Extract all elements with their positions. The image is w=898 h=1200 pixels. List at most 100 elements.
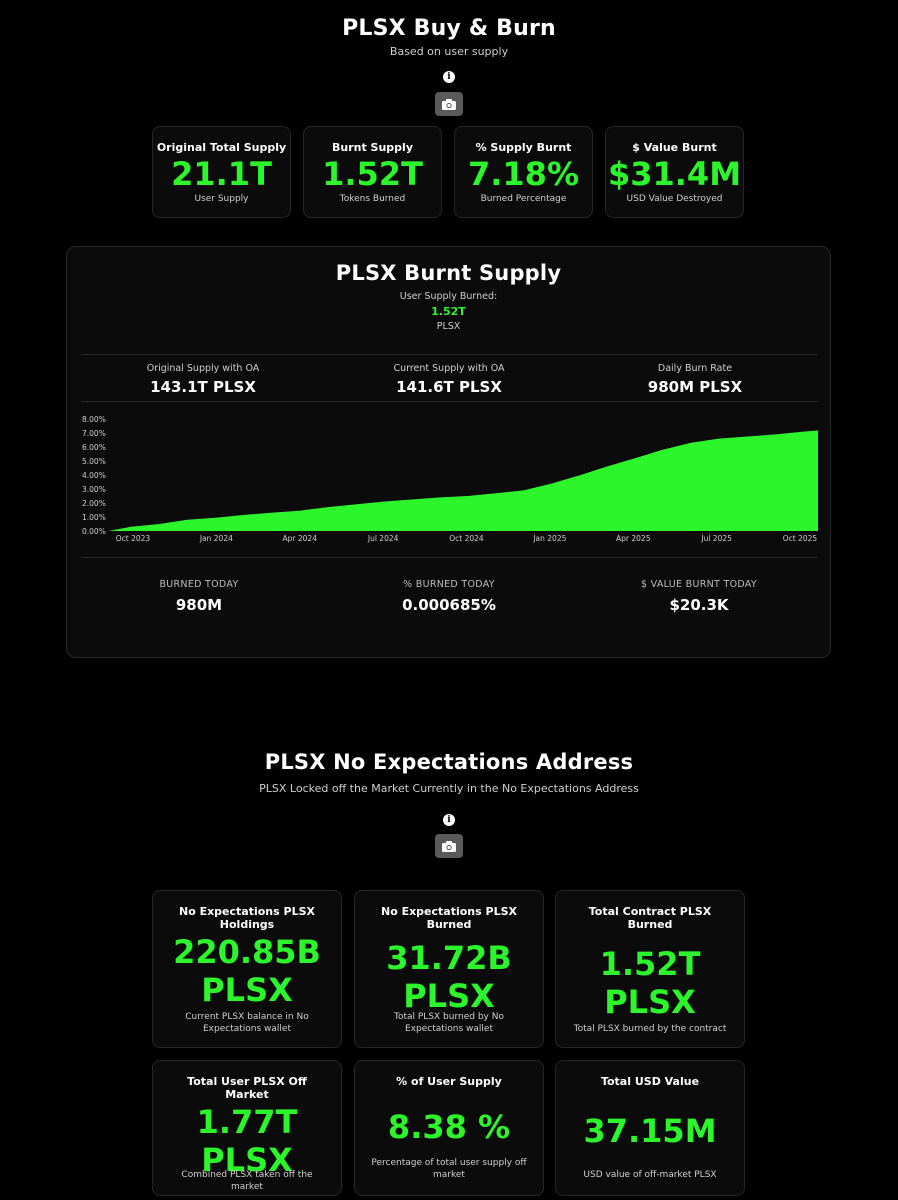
ne-card-unit: PLSX (201, 971, 293, 1009)
ne-card-value: 220.85B (173, 933, 321, 971)
ne-card-unit: PLSX (201, 1141, 293, 1179)
stat-card-value-burnt: $ Value Burnt $31.4M USD Value Destroyed (605, 126, 744, 218)
ne-card-value: 1.77T (196, 1103, 298, 1141)
value-burnt-today: $ VALUE BURNT TODAY $20.3K (599, 579, 799, 614)
stat-card-percent-burnt: % Supply Burnt 7.18% Burned Percentage (454, 126, 593, 218)
stat-value: 1.52T (322, 155, 423, 193)
stat-value: $31.4M (607, 155, 742, 193)
ne-card-user-supply-percent: % of User Supply 8.38 % Percentage of to… (354, 1060, 544, 1196)
ne-card-title: Total Contract PLSX Burned (588, 905, 712, 931)
today-label: $ VALUE BURNT TODAY (641, 579, 757, 590)
metric-value: 141.6T PLSX (396, 378, 502, 396)
divider (81, 401, 818, 402)
burn-area-series (108, 430, 818, 531)
panel-title: PLSX Burnt Supply (335, 261, 562, 285)
ne-card-title: Total USD Value (600, 1075, 700, 1088)
screenshot-button[interactable] (435, 92, 463, 116)
x-tick-label: Apr 2025 (616, 534, 651, 543)
ne-card-value: 1.52T (599, 945, 701, 983)
camera-icon (442, 98, 456, 110)
percent-burned-today: % BURNED TODAY 0.000685% (349, 579, 549, 614)
divider (81, 557, 818, 558)
camera-icon (442, 840, 456, 852)
info-icon[interactable]: i (443, 71, 455, 83)
ne-card-off-market: Total User PLSX Off Market 1.77T PLSX Co… (152, 1060, 342, 1196)
x-tick-label: Jan 2024 (199, 534, 233, 543)
stat-desc: USD Value Destroyed (626, 194, 723, 204)
x-tick-label: Oct 2024 (449, 534, 484, 543)
ne-card-unit: PLSX (403, 977, 495, 1015)
burn-area-chart[interactable]: 0.00% 1.00% 2.00% 3.00% 4.00% 5.00% 6.00% 7.00%… (67, 407, 830, 547)
burnt-supply-panel: PLSX Burnt Supply User Supply Burned: 1.… (66, 246, 831, 658)
divider (81, 354, 818, 355)
ne-card-unit: PLSX (604, 983, 696, 1021)
ne-section-title: PLSX No Expectations Address (264, 750, 634, 774)
y-tick-label: 2.00% (82, 499, 106, 508)
y-tick-label: 8.00% (82, 415, 106, 424)
burned-label: User Supply Burned: (399, 291, 498, 302)
ne-card-value: 8.38 % (387, 1108, 511, 1146)
metric-current-supply: Current Supply with OA 141.6T PLSX (349, 363, 549, 396)
burned-value: 1.52T (431, 305, 466, 318)
y-tick-label: 7.00% (82, 429, 106, 438)
ne-card-desc: Current PLSX balance in No Expectations … (185, 1012, 309, 1034)
stat-desc: Tokens Burned (339, 194, 406, 204)
ne-card-usd-value: Total USD Value 37.15M USD value of off-… (555, 1060, 745, 1196)
stat-title: Burnt Supply (331, 141, 413, 154)
ne-card-title: No Expectations PLSX Holdings (178, 905, 315, 931)
burned-unit: PLSX (436, 321, 461, 332)
ne-card-title: No Expectations PLSX Burned (380, 905, 517, 931)
metric-original-supply: Original Supply with OA 143.1T PLSX (103, 363, 303, 396)
ne-card-value: 37.15M (583, 1112, 717, 1150)
ne-card-desc: Total PLSX burned by the contract (573, 1024, 727, 1034)
x-tick-label: Apr 2024 (283, 534, 318, 543)
today-value: 980M (175, 596, 223, 614)
metric-label: Original Supply with OA (146, 363, 260, 374)
y-tick-label: 6.00% (82, 443, 106, 452)
ne-card-title: Total User PLSX Off Market (187, 1075, 307, 1101)
stat-card-burnt-supply: Burnt Supply 1.52T Tokens Burned (303, 126, 442, 218)
metric-label: Current Supply with OA (393, 363, 505, 374)
ne-card-burned: No Expectations PLSX Burned 31.72B PLSX … (354, 890, 544, 1048)
burned-today: BURNED TODAY 980M (99, 579, 299, 614)
stat-card-original-supply: Original Total Supply 21.1T User Supply (152, 126, 291, 218)
ne-section-header: PLSX No Expectations Address PLSX Locked… (0, 750, 898, 826)
x-tick-label: Jul 2024 (367, 534, 399, 543)
ne-card-desc: Combined PLSX taken off the market (181, 1170, 313, 1192)
y-tick-label: 3.00% (82, 485, 106, 494)
x-tick-label: Oct 2023 (116, 534, 151, 543)
y-tick-label: 1.00% (82, 513, 106, 522)
today-label: % BURNED TODAY (403, 579, 495, 590)
stat-desc: User Supply (194, 194, 249, 204)
info-icon[interactable]: i (443, 814, 455, 826)
metric-value: 143.1T PLSX (150, 378, 256, 396)
screenshot-button[interactable] (435, 834, 463, 858)
y-tick-label: 4.00% (82, 471, 106, 480)
y-tick-label: 5.00% (82, 457, 106, 466)
x-tick-label: Jan 2025 (532, 534, 566, 543)
stat-title: Original Total Supply (156, 141, 287, 154)
today-label: BURNED TODAY (159, 579, 239, 590)
page-header: PLSX Buy & Burn Based on user supply i (0, 16, 898, 83)
x-tick-label: Oct 2025 (783, 534, 818, 543)
stat-desc: Burned Percentage (480, 194, 567, 204)
ne-card-desc: Percentage of total user supply off mark… (371, 1158, 527, 1180)
stat-value: 7.18% (467, 155, 579, 193)
stat-value: 21.1T (171, 155, 272, 193)
stat-title: $ Value Burnt (632, 141, 717, 154)
ne-card-contract-burned: Total Contract PLSX Burned 1.52T PLSX To… (555, 890, 745, 1048)
metric-daily-burn-rate: Daily Burn Rate 980M PLSX (595, 363, 795, 396)
today-value: 0.000685% (402, 596, 496, 614)
ne-card-title: % of User Supply (396, 1075, 502, 1088)
page-subtitle: Based on user supply (389, 45, 509, 58)
ne-section-subtitle: PLSX Locked off the Market Currently in … (259, 782, 639, 795)
ne-card-desc: USD value of off-market PLSX (583, 1170, 717, 1180)
metric-value: 980M PLSX (647, 378, 743, 396)
today-value: $20.3K (669, 596, 729, 614)
ne-card-holdings: No Expectations PLSX Holdings 220.85B PL… (152, 890, 342, 1048)
page-title: PLSX Buy & Burn (342, 16, 556, 41)
ne-card-desc: Total PLSX burned by No Expectations wal… (394, 1012, 504, 1034)
y-tick-label: 0.00% (82, 527, 106, 536)
ne-card-value: 31.72B (386, 939, 512, 977)
x-tick-label: Jul 2025 (700, 534, 732, 543)
